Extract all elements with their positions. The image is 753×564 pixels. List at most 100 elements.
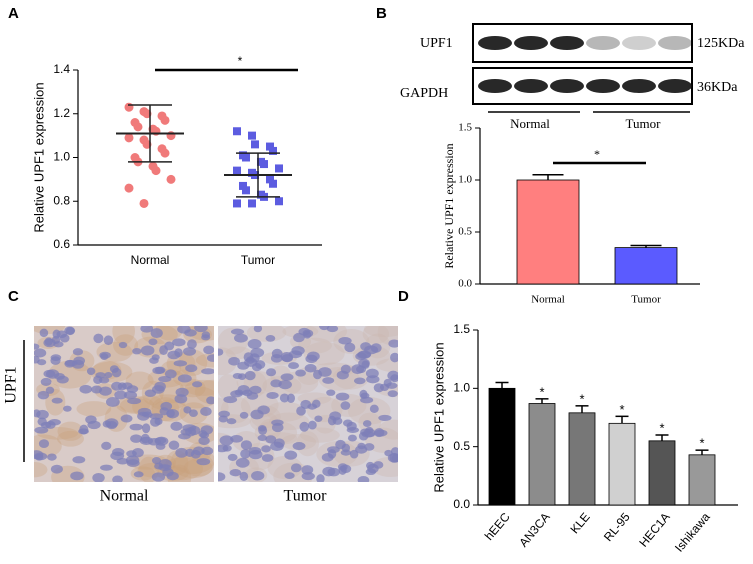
- nucleus: [271, 419, 284, 426]
- nucleus: [306, 351, 320, 362]
- ihc-images: UPF1 Normal Tumor: [3, 326, 398, 505]
- nucleus: [72, 348, 84, 356]
- y-axis-label: Relative UPF1 expression: [31, 82, 46, 232]
- nucleus: [56, 330, 68, 339]
- nucleus: [159, 345, 168, 356]
- nucleus: [270, 441, 284, 451]
- nucleus: [201, 368, 214, 375]
- nucleus: [151, 472, 166, 482]
- nucleus: [126, 450, 137, 458]
- y-tick-label: 1.0: [53, 150, 70, 164]
- nucleus: [160, 401, 173, 411]
- nucleus: [311, 399, 321, 408]
- nucleus: [142, 423, 151, 434]
- stain-patch: [57, 421, 84, 441]
- nucleus: [39, 328, 49, 338]
- nucleus: [173, 360, 188, 367]
- data-point: [260, 160, 268, 169]
- nucleus: [99, 386, 112, 396]
- stain-patch: [184, 379, 214, 396]
- nucleus: [304, 363, 317, 373]
- data-point: [160, 115, 170, 125]
- nucleus: [188, 409, 198, 418]
- nucleus: [218, 348, 224, 356]
- nucleus: [140, 345, 155, 356]
- x-tick-label: HEC1A: [636, 510, 672, 550]
- nucleus: [50, 356, 61, 365]
- nucleus: [253, 326, 263, 333]
- nucleus: [244, 370, 256, 381]
- nucleus: [288, 362, 300, 369]
- nucleus: [338, 336, 352, 345]
- nucleus: [327, 467, 340, 477]
- bar: [614, 247, 678, 285]
- panel-letter: D: [398, 288, 409, 305]
- nucleus: [329, 411, 342, 421]
- nucleus: [105, 397, 120, 407]
- nucleus: [316, 474, 325, 482]
- nucleus: [192, 381, 203, 388]
- y-tick-label: 0.0: [458, 278, 472, 290]
- y-tick-label: 1.0: [458, 174, 472, 186]
- bar: [688, 454, 716, 506]
- nucleus: [114, 390, 127, 400]
- data-point: [275, 164, 283, 173]
- nucleus: [65, 327, 75, 336]
- nucleus: [340, 401, 351, 410]
- data-point: [266, 142, 274, 151]
- nucleus: [335, 439, 346, 450]
- nucleus: [296, 406, 306, 416]
- nucleus: [227, 453, 238, 461]
- nucleus: [286, 393, 295, 404]
- stain-patch: [57, 430, 84, 447]
- y-tick-label: 1.2: [53, 106, 70, 120]
- data-point: [269, 146, 277, 155]
- bar: [568, 412, 596, 506]
- nucleus: [295, 369, 307, 377]
- data-point: [133, 122, 143, 132]
- y-axis-label: Relative UPF1 expression: [442, 143, 456, 268]
- nucleus: [43, 369, 56, 378]
- bar: [608, 422, 636, 506]
- nucleus: [196, 458, 211, 466]
- data-point: [124, 183, 134, 193]
- y-tick-label: 0.0: [453, 497, 470, 511]
- nucleus: [140, 433, 150, 444]
- nucleus: [182, 347, 197, 356]
- nucleus: [79, 384, 93, 394]
- data-point: [251, 140, 259, 149]
- nucleus: [206, 354, 214, 362]
- nucleus: [34, 343, 40, 350]
- panel-letter: C: [8, 288, 19, 305]
- nucleus: [158, 376, 172, 383]
- nucleus: [151, 457, 162, 465]
- bar: [488, 387, 516, 506]
- significance-label: *: [539, 384, 544, 399]
- nucleus: [185, 448, 195, 458]
- nucleus: [278, 380, 292, 390]
- nucleus: [346, 426, 360, 433]
- nucleus: [34, 426, 49, 434]
- nucleus: [299, 421, 310, 432]
- significance-label: *: [699, 436, 704, 451]
- nucleus: [301, 465, 314, 475]
- nucleus: [129, 423, 143, 431]
- nucleus: [51, 397, 63, 404]
- nucleus: [162, 468, 174, 477]
- nucleus: [234, 333, 248, 343]
- chart: 0.6 0.8 1.0 1.2 1.4 Relative UPF1 expression N…: [31, 54, 322, 267]
- nucleus: [150, 417, 161, 427]
- nucleus: [132, 347, 142, 355]
- group-label: Normal: [510, 116, 550, 131]
- nucleus: [45, 386, 55, 394]
- nucleus: [118, 341, 128, 349]
- nucleus: [168, 440, 180, 450]
- data-point: [248, 131, 256, 140]
- nucleus: [103, 335, 114, 346]
- nucleus: [343, 419, 353, 427]
- nucleus: [374, 428, 385, 438]
- nucleus: [38, 439, 50, 449]
- nucleus: [71, 359, 85, 369]
- nucleus: [151, 354, 160, 361]
